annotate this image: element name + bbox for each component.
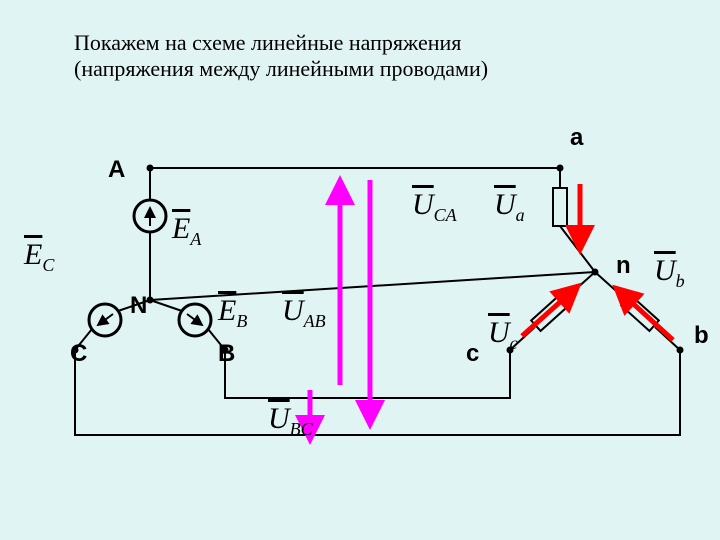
sym-U-AB: UAB [282,294,326,332]
sym-U-BC: UBC [268,402,313,440]
sym-E-B: EB [218,294,247,332]
sym-U-b: Ub [654,254,685,292]
sym-U-a: Ua [494,188,525,226]
circuit-svg [0,0,720,540]
sym-U-CA: UCA [412,188,457,226]
label-n: n [616,252,631,280]
label-A: A [108,156,125,184]
label-B: B [218,340,235,368]
label-a: a [570,124,583,152]
label-c: c [466,340,479,368]
label-N: N [130,292,147,320]
label-C: C [70,340,87,368]
sym-E-C: EC [24,238,54,276]
diagram-page: Покажем на схеме линейные напряжения (на… [0,0,720,540]
label-b: b [694,322,709,350]
sym-E-A: EA [172,212,201,250]
sym-U-c: Uc [488,316,518,354]
